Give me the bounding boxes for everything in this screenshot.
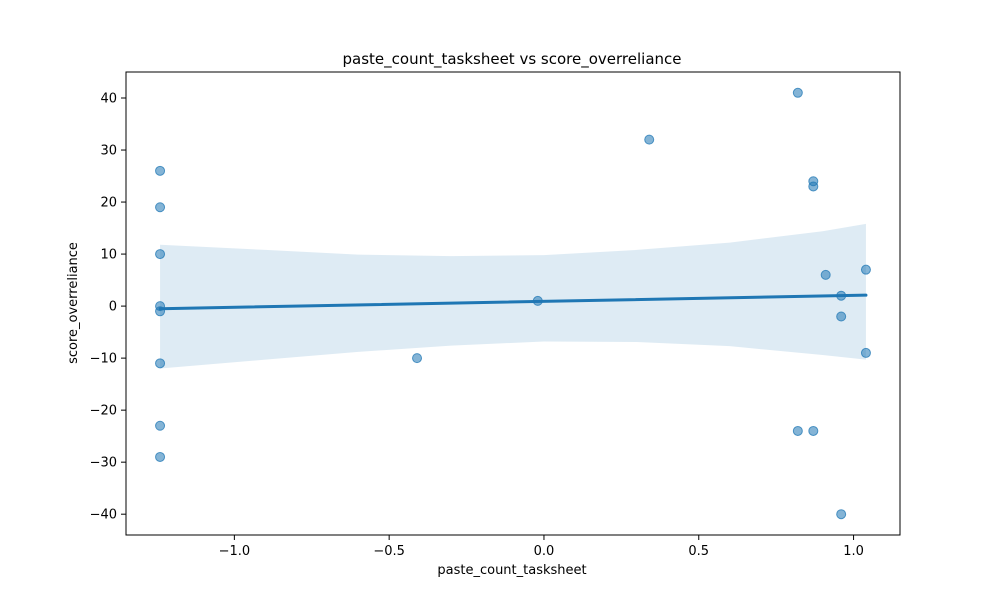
data-point (836, 290, 847, 301)
x-tick-label: 0.5 (688, 544, 709, 559)
data-point (792, 87, 803, 98)
plot-area: −1.0 −0.5 0.0 0.5 1.0 −40 −30 −20 −10 0 10 20 30 40 (90, 71, 901, 559)
data-point (808, 425, 819, 436)
plot-frame (125, 71, 901, 536)
y-tick-label: 20 (100, 196, 117, 211)
regression-line (158, 293, 868, 311)
data-point (836, 311, 847, 322)
data-point (155, 358, 166, 369)
y-tick-label: −40 (90, 508, 117, 523)
data-point (836, 509, 847, 520)
y-axis-label: score_overreliance (66, 242, 81, 364)
x-axis-label: paste_count_tasksheet (437, 563, 586, 578)
data-point (792, 425, 803, 436)
data-point (155, 306, 166, 317)
y-tick-label: 10 (100, 248, 117, 263)
data-point (644, 134, 655, 145)
data-point (532, 295, 543, 306)
y-tick-label: −30 (90, 456, 117, 471)
x-tick-label: −0.5 (373, 544, 405, 559)
data-point (412, 353, 423, 364)
data-point (155, 451, 166, 462)
chart-title: paste_count_tasksheet vs score_overrelia… (343, 50, 682, 69)
data-point (820, 269, 831, 280)
data-point (155, 165, 166, 176)
x-tick-label: 0.0 (534, 544, 555, 559)
data-point (155, 202, 166, 213)
y-tick-label: 30 (100, 144, 117, 159)
data-point (155, 420, 166, 431)
confidence-band (160, 223, 866, 369)
x-tick-label: 1.0 (843, 544, 864, 559)
y-tick-label: 0 (109, 300, 117, 315)
y-tick-label: −10 (90, 352, 117, 367)
data-point (808, 181, 819, 192)
y-tick-label: −20 (90, 404, 117, 419)
data-point (860, 347, 871, 358)
x-tick-label: −1.0 (219, 544, 251, 559)
data-point (860, 264, 871, 275)
data-point (155, 249, 166, 260)
y-tick-label: 40 (100, 92, 117, 107)
